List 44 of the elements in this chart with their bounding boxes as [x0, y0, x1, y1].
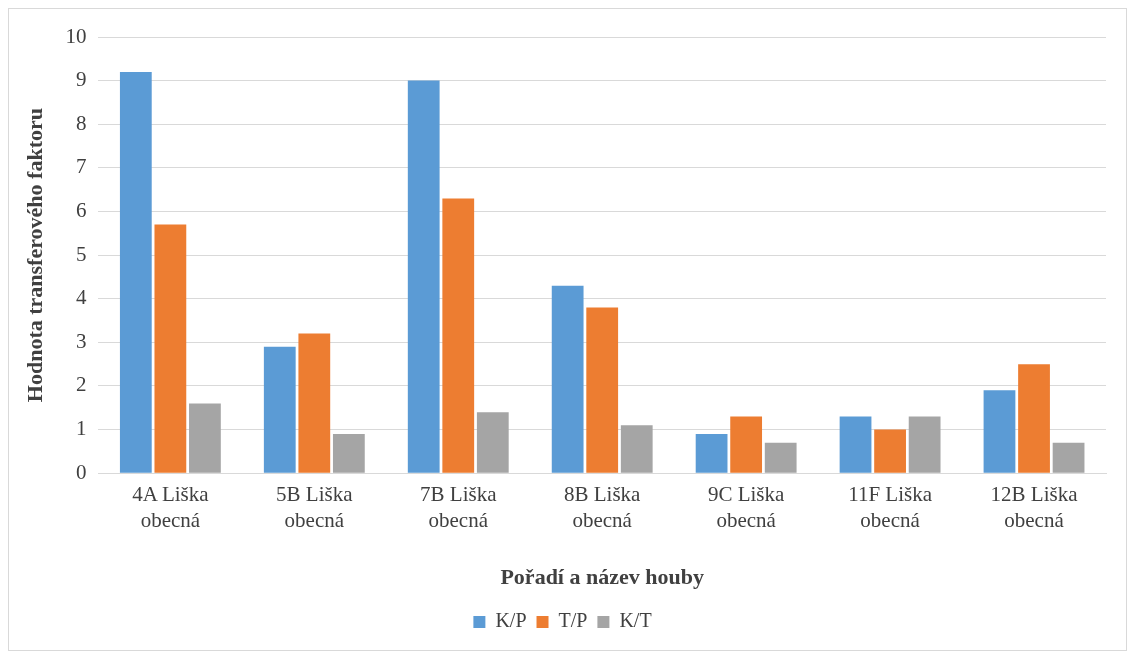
y-axis-title: Hodnota transferového faktoru [21, 108, 47, 403]
x-tick-label: 11F Liška obecná [848, 482, 933, 532]
bar [1052, 442, 1085, 473]
bar [407, 80, 440, 473]
bar [332, 433, 365, 473]
bar [298, 333, 331, 473]
y-tick-label: 10 [65, 23, 87, 48]
y-tick-label: 1 [75, 416, 87, 441]
bar [874, 429, 906, 473]
bar [442, 198, 475, 473]
bar [586, 307, 619, 473]
x-tick-label: 8B Liška obecná [563, 482, 642, 532]
x-tick-label: 7B Liška obecná [420, 482, 498, 532]
y-tick-label: 5 [75, 241, 87, 266]
x-tick-label: 4A Liška obecná [132, 482, 210, 532]
bar [1018, 364, 1050, 473]
bar [476, 412, 509, 473]
bar [189, 403, 221, 473]
bar [551, 285, 584, 473]
bar [154, 224, 187, 473]
bar [764, 442, 797, 473]
bar [620, 425, 653, 473]
y-tick-label: 6 [75, 198, 87, 222]
x-tick-label: 5B Liška obecná [276, 482, 354, 532]
y-tick-label: 2 [75, 372, 87, 397]
x-tick-label: 12B Liška obecná [990, 482, 1079, 532]
y-tick-label: 8 [75, 110, 87, 135]
y-tick-label: 7 [75, 154, 87, 179]
bar [119, 71, 152, 473]
y-tick-label: 4 [75, 285, 87, 310]
x-tick-label: 9C Liška obecná [707, 482, 786, 532]
bar [730, 416, 763, 473]
bar [263, 346, 296, 473]
bar [695, 433, 728, 473]
y-tick-label: 3 [75, 328, 87, 353]
x-axis-title: Pořadí a název houby [500, 564, 704, 590]
bar [983, 390, 1016, 473]
bar [839, 416, 872, 473]
legend-label: T/P [558, 609, 588, 632]
legend-label: K/T [619, 609, 652, 632]
legend-label: K/P [495, 609, 527, 632]
y-tick-label: 9 [75, 67, 87, 92]
y-tick-label: 0 [75, 459, 87, 484]
bar [908, 416, 941, 473]
